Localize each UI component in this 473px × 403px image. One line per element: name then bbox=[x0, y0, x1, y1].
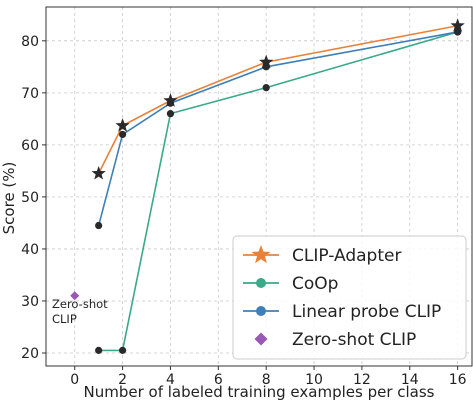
legend-marker-2 bbox=[256, 306, 266, 316]
data-point-1-4 bbox=[454, 28, 462, 36]
x-tick-label-8: 8 bbox=[262, 372, 271, 388]
y-tick-label-70: 70 bbox=[21, 86, 39, 102]
data-point-0-3 bbox=[259, 54, 274, 69]
x-tick-label-4: 4 bbox=[166, 372, 175, 388]
x-tick-label-14: 14 bbox=[401, 372, 419, 388]
y-tick-label-60: 60 bbox=[21, 138, 39, 154]
y-tick-label-40: 40 bbox=[21, 242, 39, 258]
series-line-2 bbox=[97, 31, 458, 226]
data-point-1-0 bbox=[95, 346, 103, 354]
x-tick-label-6: 6 bbox=[214, 372, 223, 388]
y-axis-label: Score (%) bbox=[0, 162, 18, 235]
x-tick-label-12: 12 bbox=[353, 372, 371, 388]
x-axis-label: Number of labeled training examples per … bbox=[84, 383, 435, 401]
data-point-1-3 bbox=[262, 84, 270, 92]
y-tick-label-20: 20 bbox=[21, 346, 39, 362]
legend-label-1: CoOp bbox=[292, 274, 338, 294]
legend-marker-1 bbox=[256, 278, 266, 288]
y-tick-label-80: 80 bbox=[21, 34, 39, 50]
data-point-3-0 bbox=[70, 291, 80, 301]
data-point-0-1 bbox=[115, 118, 130, 132]
data-point-0-0 bbox=[91, 165, 106, 180]
series-layer bbox=[70, 18, 465, 354]
data-point-1-1 bbox=[118, 346, 127, 354]
data-point-0-2 bbox=[163, 93, 178, 107]
data-point-1-2 bbox=[166, 110, 175, 118]
y-tick-label-30: 30 bbox=[21, 294, 39, 310]
annotation-zero-shot-line2: CLIP bbox=[52, 312, 77, 326]
data-point-2-0 bbox=[95, 221, 103, 230]
data-point-2-1 bbox=[118, 130, 127, 139]
legend-label-3: Zero-shot CLIP bbox=[292, 330, 416, 350]
x-tick-label-2: 2 bbox=[118, 372, 127, 388]
y-tick-label-50: 50 bbox=[21, 190, 39, 206]
x-tick-label-10: 10 bbox=[305, 372, 323, 388]
annotations: Zero-shot CLIP bbox=[52, 297, 108, 326]
data-point-0-4 bbox=[450, 18, 465, 32]
plot-frame bbox=[45, 6, 473, 367]
x-tick-label-0: 0 bbox=[70, 372, 79, 388]
x-tick-label-16: 16 bbox=[449, 372, 467, 388]
legend-marker-0 bbox=[251, 245, 271, 264]
annotation-zero-shot-line1: Zero-shot bbox=[52, 297, 108, 311]
legend-box bbox=[232, 235, 467, 360]
legend-label-2: Linear probe CLIP bbox=[292, 302, 441, 322]
legend-label-0: CLIP-Adapter bbox=[292, 246, 401, 266]
axes: 0 2 4 6 8 10 12 14 16 20 30 40 50 60 70 80 bbox=[21, 6, 473, 388]
legend-marker-3 bbox=[254, 332, 268, 346]
legend: CLIP-Adapter CoOp Linear probe CLIP Zero-sh… bbox=[232, 235, 467, 360]
